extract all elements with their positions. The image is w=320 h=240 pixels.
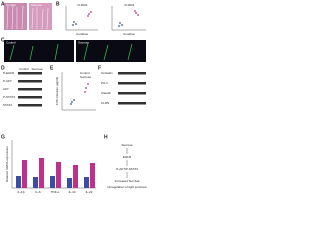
flow-step: Increased Survival: [115, 179, 140, 183]
panel-letter: A: [1, 1, 5, 7]
y-label: FITC-Dextran (µg/ml): [55, 77, 59, 105]
bar-chart-bars: [16, 158, 95, 188]
p-value: <0.0001: [124, 3, 135, 7]
fluorescence-signal: [9, 42, 133, 61]
legend-entry: Control: [80, 71, 90, 75]
flow-step: Sucrose: [121, 143, 132, 147]
panel-letter: G: [1, 134, 5, 140]
dot-plot-axes: [65, 6, 146, 31]
villi-texture: [6, 4, 49, 30]
histology-image: [4, 3, 27, 30]
protein-label: Claudin: [101, 91, 112, 95]
dot-plot-points: [70, 83, 89, 105]
panel-letter: D: [1, 65, 5, 71]
western-blot: [118, 72, 146, 105]
panel-letter: H: [104, 134, 108, 140]
image-label: Control: [6, 40, 16, 44]
protein-label: AKT: [3, 87, 9, 91]
category-label: TNF-α: [51, 190, 60, 194]
western-blot: [18, 72, 42, 107]
panel-letter: C: [1, 37, 5, 43]
protein-label: P-STAT3: [3, 95, 15, 99]
panel-letter: B: [56, 1, 60, 7]
protein-label: ZO-1: [101, 81, 108, 85]
p-value: <0.0001: [77, 3, 88, 7]
flow-step: P-AKT/P-STAT3: [116, 167, 138, 171]
figure: A B C D E F G H Control Sucrose <0.0001 …: [1, 1, 147, 194]
image-label: Sucrose: [31, 3, 42, 7]
protein-label: P-EGFR: [3, 71, 15, 75]
dot-plot-axes: [61, 72, 96, 111]
category-label: IL-10: [69, 190, 76, 194]
dot-plot-points: [72, 10, 139, 27]
x-label: Contibus: [123, 32, 135, 36]
image-label: Control: [6, 3, 16, 7]
flow-step: Upregulation of tight junctions: [107, 185, 147, 189]
protein-label: CLDN: [101, 101, 109, 105]
image-label: Sucrose: [78, 40, 89, 44]
category-label: IL-6: [35, 190, 41, 194]
group-label: Sucrose: [31, 67, 42, 71]
flow-step: EGFR: [123, 155, 132, 159]
protein-label: Occludin: [101, 71, 113, 75]
fluorescence-image: [76, 40, 146, 62]
category-label: IL-1β: [18, 190, 25, 194]
category-label: IL-22: [86, 190, 93, 194]
legend-entry: Sucrose: [80, 75, 91, 79]
group-label: Control: [19, 67, 29, 71]
panel-letter: E: [50, 65, 54, 71]
fluorescence-image: [4, 40, 74, 62]
panel-letter: F: [98, 65, 101, 71]
y-label: Relative mRNA expression: [5, 146, 9, 182]
histology-image: [29, 3, 52, 30]
x-label: Contibus: [76, 32, 88, 36]
protein-label: P-AKT: [3, 79, 12, 83]
protein-label: STAT3: [3, 103, 12, 107]
